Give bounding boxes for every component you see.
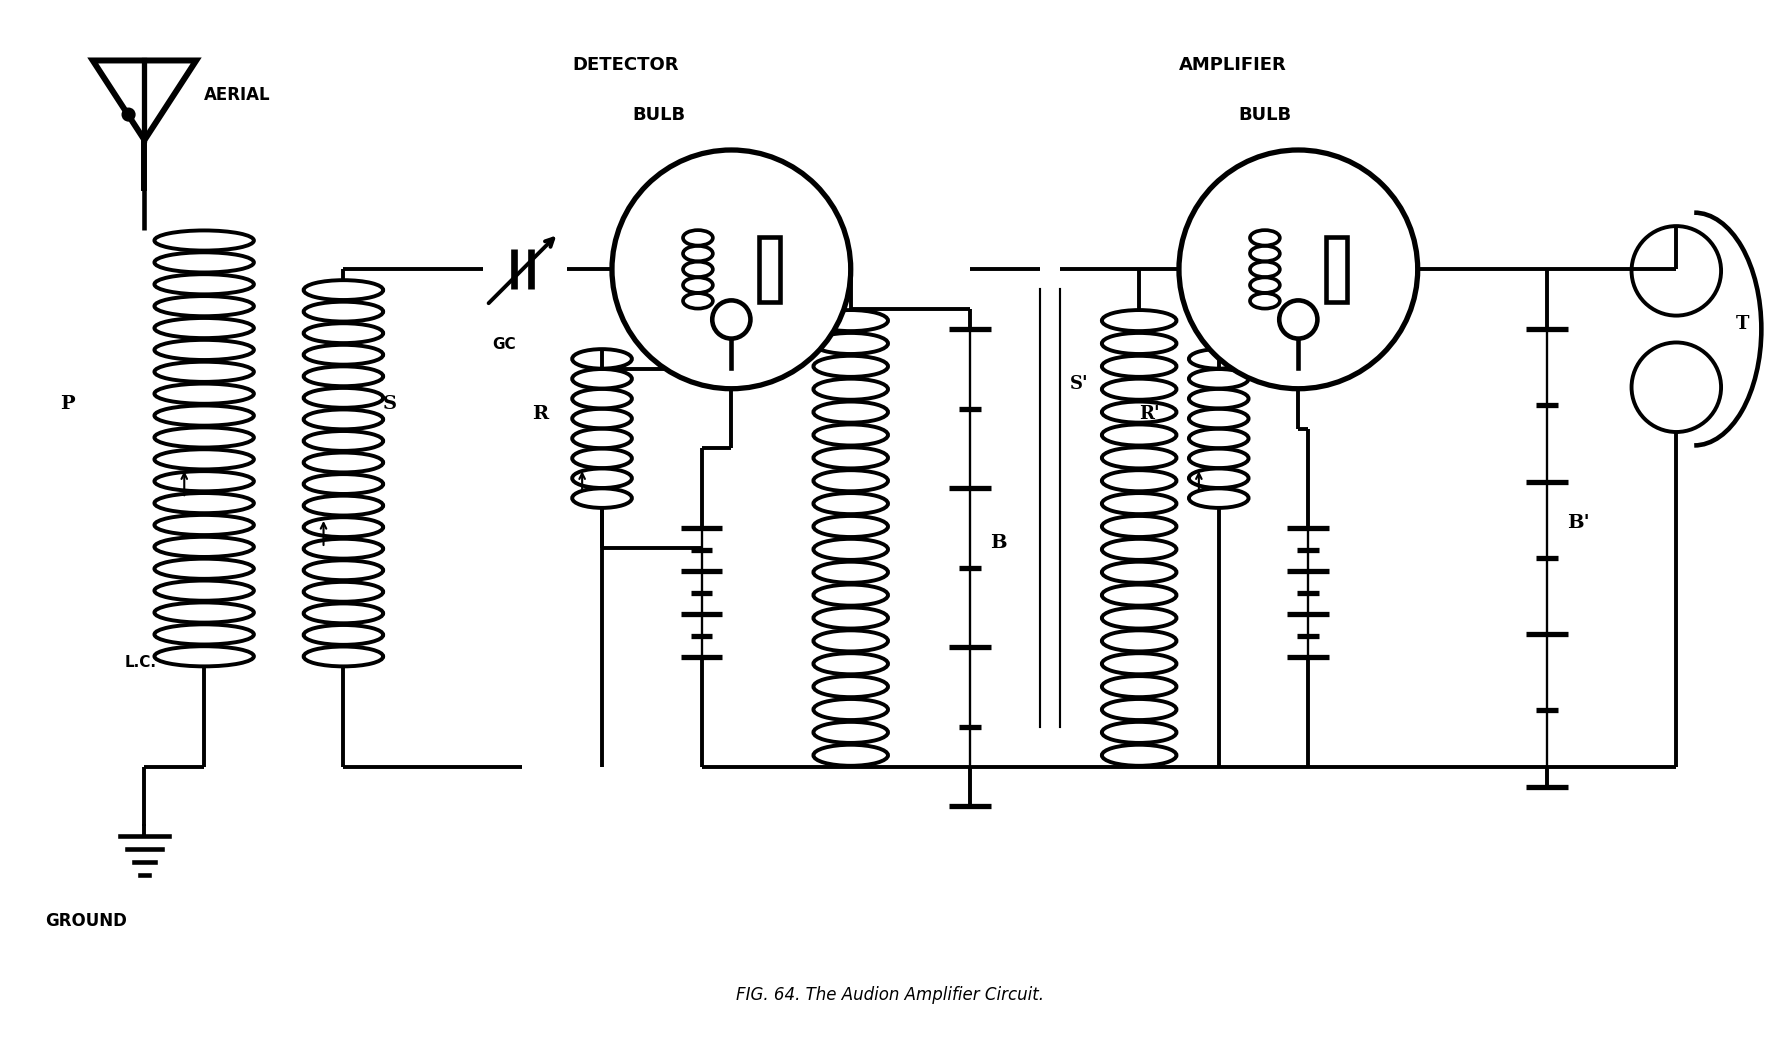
Circle shape [1178, 150, 1417, 389]
Text: T: T [1736, 315, 1748, 333]
Text: DETECTOR: DETECTOR [571, 57, 678, 74]
Text: R': R' [1139, 405, 1159, 422]
Circle shape [712, 301, 749, 339]
Circle shape [1278, 301, 1317, 339]
Text: BULB: BULB [1237, 106, 1290, 124]
Circle shape [612, 150, 851, 389]
Text: B': B' [1566, 514, 1588, 532]
Circle shape [123, 108, 135, 121]
Text: GROUND: GROUND [44, 912, 126, 930]
Bar [1324, 237, 1346, 302]
Text: GC: GC [493, 337, 516, 352]
Text: AERIAL: AERIAL [205, 86, 271, 104]
Text: S': S' [1070, 375, 1088, 393]
Bar [758, 237, 780, 302]
Text: AMPLIFIER: AMPLIFIER [1178, 57, 1285, 74]
Text: FIG. 64. The Audion Amplifier Circuit.: FIG. 64. The Audion Amplifier Circuit. [737, 986, 1043, 1004]
Text: S: S [383, 395, 397, 413]
Text: R: R [532, 405, 548, 422]
Text: B: B [990, 533, 1006, 552]
Text: P: P [61, 395, 75, 413]
Text: L.C.: L.C. [125, 655, 157, 671]
Text: P': P' [781, 285, 799, 303]
Text: BULB: BULB [632, 106, 685, 124]
